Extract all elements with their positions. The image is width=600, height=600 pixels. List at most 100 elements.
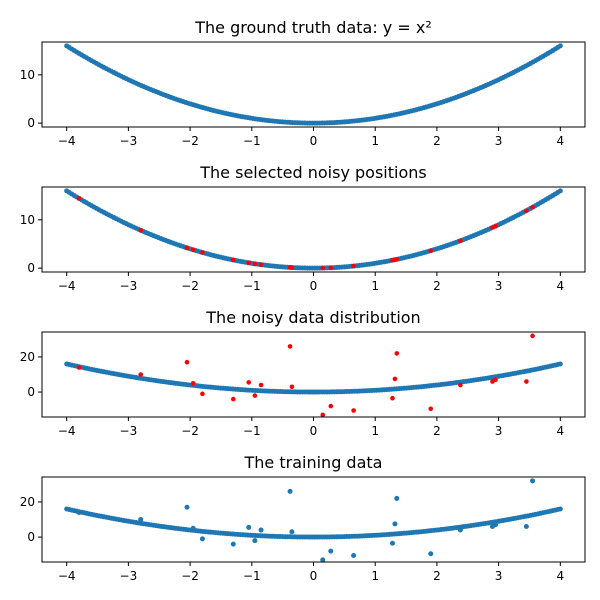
data-point (200, 391, 205, 397)
x-tick-label: −2 (181, 424, 199, 438)
data-point (351, 408, 356, 413)
data-point (184, 504, 190, 510)
x-tick-label: −1 (243, 279, 261, 293)
x-tick-label: 3 (495, 279, 503, 293)
data-point (200, 250, 205, 255)
x-tick-label: −3 (120, 569, 138, 583)
data-point (246, 524, 252, 530)
data-point (190, 380, 196, 386)
data-point (287, 344, 293, 349)
data-point (557, 43, 563, 49)
data-point (320, 412, 326, 418)
data-point (524, 208, 529, 213)
data-point (252, 393, 258, 398)
x-tick-label: 4 (556, 134, 564, 148)
data-points (64, 333, 563, 418)
x-tick-label: 0 (310, 134, 318, 148)
data-point (199, 536, 205, 542)
x-tick-label: 1 (371, 134, 379, 148)
data-point (530, 204, 535, 210)
data-point (328, 548, 334, 554)
data-point (458, 382, 463, 388)
data-point (258, 262, 264, 267)
data-point (394, 351, 400, 356)
data-point (287, 488, 293, 494)
data-point (390, 395, 395, 401)
data-point (230, 541, 236, 547)
data-point (530, 333, 535, 339)
data-point (351, 263, 356, 269)
subplot-title: The ground truth data: y = x² (194, 18, 431, 37)
data-point (351, 553, 357, 558)
x-tick-label: 3 (495, 134, 503, 148)
data-point (428, 248, 434, 253)
axes-frame (41, 186, 586, 273)
x-tick-label: 2 (433, 569, 441, 583)
x-tick-label: −4 (58, 569, 76, 583)
data-point (230, 257, 236, 263)
data-point (252, 261, 258, 267)
subplot-title: The selected noisy positions (199, 163, 426, 182)
data-point (394, 495, 400, 501)
data-point (389, 540, 395, 546)
data-point (184, 245, 190, 251)
y-tick-label: 0 (27, 261, 35, 275)
subplot-3: The noisy data distribution −4 −3 −2 −1 0 1 2 3 4… (20, 308, 586, 438)
data-point (184, 359, 190, 365)
data-point (320, 265, 326, 271)
data-point (76, 365, 82, 370)
data-point (289, 384, 295, 390)
data-point (428, 551, 434, 557)
data-point (493, 522, 499, 528)
data-point (392, 376, 398, 382)
data-point (524, 379, 529, 384)
x-tick-label: 1 (371, 424, 379, 438)
x-tick-label: 0 (310, 424, 318, 438)
data-point (190, 525, 196, 531)
data-point (76, 509, 82, 515)
y-tick-label: 20 (20, 350, 35, 364)
data-point (138, 372, 144, 377)
x-tick-label: 3 (495, 424, 503, 438)
x-tick-label: 2 (433, 134, 441, 148)
data-point (493, 377, 498, 383)
data-point (557, 361, 563, 367)
data-point (394, 257, 400, 262)
y-tick-label: 0 (27, 116, 35, 130)
data-point (138, 227, 144, 233)
data-point (530, 478, 536, 484)
data-points (64, 478, 563, 563)
data-point (190, 247, 196, 253)
data-point (392, 521, 398, 527)
y-tick-label: 0 (27, 530, 35, 544)
x-tick-label: 2 (433, 424, 441, 438)
x-tick-label: −4 (58, 134, 76, 148)
data-point (493, 223, 498, 229)
data-point (246, 260, 252, 266)
x-tick-label: −1 (243, 134, 261, 148)
x-tick-label: −1 (243, 424, 261, 438)
y-tick-label: 0 (27, 385, 35, 399)
data-point (76, 196, 82, 201)
data-point (523, 524, 529, 530)
data-point (328, 403, 334, 409)
data-point (246, 380, 252, 385)
data-point (289, 265, 295, 270)
x-tick-label: −3 (120, 134, 138, 148)
x-tick-label: −3 (120, 424, 138, 438)
x-tick-label: −3 (120, 279, 138, 293)
y-tick-label: 10 (20, 68, 35, 82)
data-point (138, 517, 144, 522)
data-point (289, 529, 295, 535)
data-point (230, 396, 236, 402)
data-point (557, 506, 563, 512)
subplot-title: The training data (244, 453, 383, 472)
data-points (64, 43, 563, 126)
x-tick-label: 4 (556, 424, 564, 438)
x-tick-label: 1 (371, 569, 379, 583)
data-point (320, 557, 326, 563)
data-point (457, 527, 463, 533)
data-point (557, 188, 563, 194)
x-tick-label: 0 (310, 569, 318, 583)
